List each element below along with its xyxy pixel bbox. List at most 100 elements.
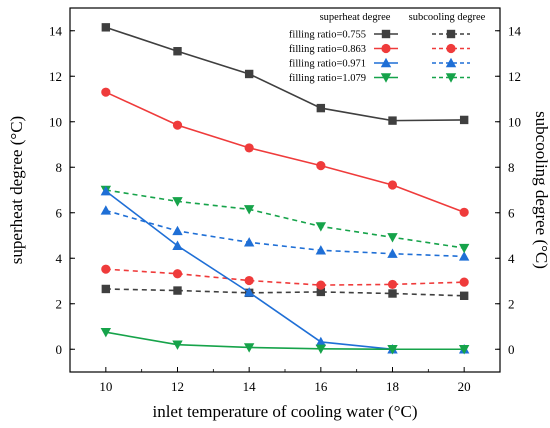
y-right-tick-label: 4 bbox=[508, 251, 515, 266]
data-point bbox=[101, 284, 111, 294]
data-point bbox=[243, 343, 255, 353]
series-line bbox=[105, 268, 465, 286]
data-point bbox=[387, 180, 398, 190]
legend-entry-label: filling ratio=1.079 bbox=[289, 73, 366, 84]
legend-subcooling-marker bbox=[446, 29, 456, 39]
data-point bbox=[244, 69, 254, 79]
legend-entry-label: filling ratio=0.755 bbox=[289, 30, 366, 41]
legend-entry-label: filling ratio=0.863 bbox=[289, 44, 366, 55]
y-axis-right-label: subcooling degree (°C) bbox=[532, 111, 550, 269]
data-point bbox=[243, 237, 255, 247]
legend-superheat-marker bbox=[380, 57, 392, 68]
series-line bbox=[105, 209, 465, 258]
series-superheat bbox=[100, 327, 470, 355]
data-point bbox=[243, 287, 255, 297]
data-point bbox=[100, 205, 112, 215]
x-tick-label: 16 bbox=[314, 379, 328, 394]
legend-header-superheat: superheat degree bbox=[320, 12, 391, 23]
data-point bbox=[316, 280, 326, 290]
data-point bbox=[100, 185, 112, 196]
y-left-tick-label: 2 bbox=[56, 296, 63, 311]
legend-superheat-marker bbox=[380, 73, 392, 83]
x-tick-label: 12 bbox=[171, 379, 184, 394]
data-point bbox=[101, 87, 111, 97]
data-point bbox=[101, 23, 111, 32]
data-point bbox=[387, 233, 398, 243]
series-subcooling bbox=[101, 264, 469, 290]
y-left-tick-label: 12 bbox=[49, 69, 62, 84]
data-point bbox=[173, 47, 182, 56]
data-point bbox=[315, 245, 327, 255]
y-right-tick-label: 0 bbox=[508, 342, 515, 357]
legend-superheat-marker bbox=[381, 29, 391, 39]
data-point bbox=[316, 103, 326, 113]
data-point bbox=[387, 279, 398, 290]
data-point bbox=[459, 291, 469, 300]
data-point bbox=[458, 251, 470, 261]
series-line bbox=[105, 331, 465, 351]
data-point bbox=[172, 197, 183, 207]
data-point bbox=[172, 225, 183, 236]
axes: 0 0 2 2 4 4 6 6 8 8 10 10 12 12 14 14 10 12 14 16 18 20 bbox=[49, 7, 522, 394]
legend-subcooling-marker bbox=[445, 73, 457, 83]
series-superheat bbox=[101, 87, 469, 217]
legend-header-subcooling: subcooling degree bbox=[409, 12, 486, 23]
data-point bbox=[387, 248, 398, 258]
x-axis-label: inlet temperature of cooling water (°C) bbox=[152, 402, 417, 421]
x-tick-label: 14 bbox=[243, 379, 257, 394]
data-point bbox=[172, 120, 183, 130]
series-layer bbox=[100, 23, 470, 355]
x-tick-label: 18 bbox=[386, 379, 399, 394]
y-right-tick-label: 12 bbox=[508, 69, 521, 84]
data-point bbox=[315, 344, 327, 354]
data-point bbox=[173, 286, 182, 295]
data-point bbox=[459, 115, 469, 125]
series-line bbox=[105, 26, 465, 122]
series-line bbox=[105, 189, 465, 249]
y-left-tick-label: 14 bbox=[49, 23, 63, 38]
data-point bbox=[243, 205, 255, 215]
data-point bbox=[316, 161, 326, 171]
x-tick-label: 20 bbox=[458, 379, 471, 394]
y-axis-left-label: superheat degree (°C) bbox=[7, 116, 26, 264]
y-right-tick-label: 8 bbox=[508, 160, 515, 175]
legend-entry-label: filling ratio=0.971 bbox=[289, 59, 366, 70]
data-point bbox=[316, 287, 326, 297]
series-subcooling bbox=[100, 185, 470, 254]
data-point bbox=[388, 116, 397, 125]
data-point bbox=[100, 327, 112, 338]
y-left-tick-label: 8 bbox=[56, 160, 63, 175]
legend-subcooling-marker bbox=[445, 57, 457, 68]
data-point bbox=[244, 143, 254, 153]
y-right-tick-label: 10 bbox=[508, 114, 521, 129]
data-point bbox=[388, 289, 397, 298]
y-right-tick-label: 14 bbox=[508, 23, 522, 38]
x-tick-label: 10 bbox=[99, 379, 112, 394]
y-left-tick-label: 6 bbox=[56, 205, 63, 220]
data-point bbox=[172, 340, 183, 350]
data-point bbox=[459, 207, 469, 217]
data-point bbox=[315, 336, 327, 347]
data-point bbox=[315, 222, 327, 232]
data-point bbox=[458, 243, 470, 254]
data-point bbox=[172, 240, 183, 250]
series-line bbox=[105, 91, 465, 214]
data-point bbox=[459, 277, 469, 287]
legend-subcooling-marker bbox=[446, 43, 456, 54]
y-left-tick-label: 0 bbox=[56, 342, 63, 357]
legend-superheat-marker bbox=[381, 43, 391, 54]
data-point bbox=[172, 269, 183, 279]
data-point bbox=[101, 264, 111, 274]
y-right-tick-label: 6 bbox=[508, 205, 515, 220]
legend: superheat degree subcooling degree filling… bbox=[289, 12, 486, 84]
y-left-tick-label: 10 bbox=[49, 114, 62, 129]
series-line bbox=[105, 288, 465, 297]
series-superheat bbox=[101, 23, 469, 125]
series-subcooling bbox=[100, 205, 470, 261]
y-right-tick-label: 2 bbox=[508, 296, 515, 311]
data-point bbox=[458, 345, 470, 355]
data-point bbox=[387, 345, 398, 355]
data-point bbox=[244, 275, 254, 286]
